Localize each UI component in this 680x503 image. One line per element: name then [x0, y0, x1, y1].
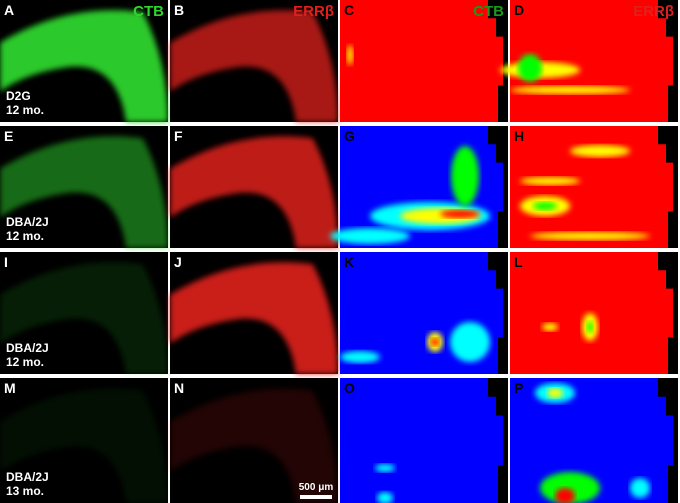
panel-letter: D: [514, 2, 524, 18]
panel-image: [340, 378, 508, 503]
row-label: D2G: [6, 89, 31, 103]
mask: [488, 378, 508, 503]
heat-blob: [520, 177, 580, 185]
heat-blob: [530, 232, 650, 240]
panel: J: [170, 252, 338, 374]
row-label: DBA/2J: [6, 341, 49, 355]
heat-blob: [533, 202, 557, 210]
heat-blob: [377, 492, 393, 503]
heat-blob: [375, 464, 395, 472]
heat-blob: [451, 146, 479, 206]
panel-letter: H: [514, 128, 524, 144]
panel-letter: F: [174, 128, 183, 144]
heat-blob: [630, 478, 650, 498]
mask: [488, 252, 508, 374]
heat-blob: [587, 321, 593, 333]
panel-letter: P: [514, 380, 523, 396]
scale-label: 500 μm: [299, 482, 334, 493]
panel: N 500 μm: [170, 378, 338, 503]
heat-blob: [431, 338, 439, 346]
panel: K: [340, 252, 508, 374]
tissue: [170, 388, 338, 503]
panel-image: [510, 252, 678, 374]
panel-letter: I: [4, 254, 8, 270]
panel-letter: B: [174, 2, 184, 18]
panel: G: [330, 126, 508, 248]
panel: O: [340, 378, 508, 503]
panel-letter: C: [344, 2, 354, 18]
heat-blob: [570, 145, 630, 157]
panel: F: [170, 126, 338, 248]
row-label: 12 mo.: [6, 355, 44, 369]
panel-letter: K: [344, 254, 354, 270]
mask: [488, 126, 508, 248]
mask: [488, 0, 508, 122]
heat-blob: [340, 351, 380, 363]
channel-label: ERRβ: [633, 3, 674, 20]
channel-label: CTB: [133, 3, 164, 20]
tissue: [170, 262, 338, 374]
channel-label: ERRβ: [293, 3, 334, 20]
heat-blob: [542, 323, 558, 331]
panel: P: [510, 378, 678, 503]
heat-blob: [347, 45, 353, 65]
panel-letter: A: [4, 2, 14, 18]
panel-letter: N: [174, 380, 184, 396]
panel-letter: L: [514, 254, 523, 270]
panel: C CTB: [340, 0, 508, 122]
mask: [658, 252, 678, 374]
heat-blob: [440, 210, 480, 218]
panel: B ERRβ: [170, 0, 338, 122]
heat-blob: [330, 228, 410, 244]
tissue: [0, 262, 168, 374]
panel-letter: J: [174, 254, 182, 270]
row-label: 12 mo.: [6, 103, 44, 117]
panel-letter: M: [4, 380, 16, 396]
panel: H: [510, 126, 678, 248]
heat-blob: [555, 488, 575, 503]
scale-bar: [300, 495, 332, 499]
mask: [658, 126, 678, 248]
tissue: [0, 388, 168, 503]
mask: [658, 378, 678, 503]
panel-letter: G: [344, 128, 355, 144]
panel: L: [510, 252, 678, 374]
row-label: DBA/2J: [6, 215, 49, 229]
heat-blob: [510, 86, 630, 94]
heat-blob: [547, 388, 563, 398]
panel-image: [510, 126, 678, 248]
tissue: [170, 10, 338, 122]
channel-label: CTB: [473, 3, 504, 20]
tissue: [170, 136, 338, 248]
panel: D ERRβ: [500, 0, 678, 122]
heat-blob: [450, 322, 490, 362]
row-label: DBA/2J: [6, 470, 49, 484]
panel-letter: E: [4, 128, 13, 144]
panel-image: [340, 0, 508, 122]
row-label: 13 mo.: [6, 484, 44, 498]
heat-blob: [540, 472, 600, 503]
panel-letter: O: [344, 380, 355, 396]
mask: [658, 0, 678, 122]
tissue: [0, 136, 168, 248]
tissue: [0, 10, 168, 122]
heat-blob: [518, 54, 542, 82]
row-label: 12 mo.: [6, 229, 44, 243]
